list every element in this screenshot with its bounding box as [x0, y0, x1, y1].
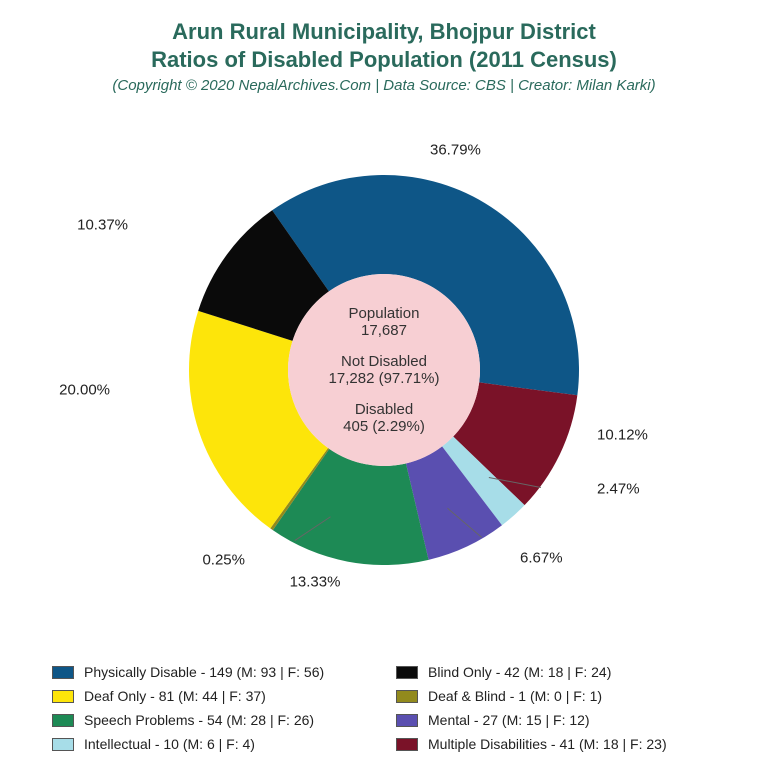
- donut-hole: Population 17,687 Not Disabled 17,282 (9…: [288, 274, 480, 466]
- slice-percent-label: 20.00%: [59, 382, 110, 399]
- legend-swatch: [396, 666, 418, 679]
- legend: Physically Disable - 149 (M: 93 | F: 56)…: [52, 664, 716, 752]
- legend-label: Multiple Disabilities - 41 (M: 18 | F: 2…: [428, 736, 667, 752]
- center-not-disabled-value: 17,282 (97.71%): [329, 370, 440, 387]
- legend-label: Blind Only - 42 (M: 18 | F: 24): [428, 664, 611, 680]
- donut-chart: Population 17,687 Not Disabled 17,282 (9…: [0, 100, 768, 620]
- slice-percent-label: 36.79%: [430, 142, 481, 159]
- legend-item: Mental - 27 (M: 15 | F: 12): [396, 712, 716, 728]
- legend-item: Intellectual - 10 (M: 6 | F: 4): [52, 736, 372, 752]
- legend-swatch: [396, 738, 418, 751]
- title-line2: Ratios of Disabled Population (2011 Cens…: [0, 46, 768, 74]
- center-population-label: Population: [349, 305, 420, 322]
- legend-label: Physically Disable - 149 (M: 93 | F: 56): [84, 664, 324, 680]
- legend-swatch: [52, 714, 74, 727]
- legend-item: Deaf & Blind - 1 (M: 0 | F: 1): [396, 688, 716, 704]
- title-line1: Arun Rural Municipality, Bhojpur Distric…: [0, 18, 768, 46]
- center-disabled: Disabled 405 (2.29%): [343, 401, 425, 435]
- center-population: Population 17,687: [349, 305, 420, 339]
- legend-item: Physically Disable - 149 (M: 93 | F: 56): [52, 664, 372, 680]
- center-disabled-value: 405 (2.29%): [343, 418, 425, 435]
- legend-label: Deaf & Blind - 1 (M: 0 | F: 1): [428, 688, 602, 704]
- legend-swatch: [396, 690, 418, 703]
- center-population-value: 17,687: [349, 322, 420, 339]
- legend-swatch: [52, 690, 74, 703]
- legend-swatch: [52, 738, 74, 751]
- slice-percent-label: 6.67%: [520, 550, 563, 567]
- slice-percent-label: 0.25%: [202, 552, 245, 569]
- legend-item: Multiple Disabilities - 41 (M: 18 | F: 2…: [396, 736, 716, 752]
- center-not-disabled-label: Not Disabled: [329, 353, 440, 370]
- legend-swatch: [396, 714, 418, 727]
- legend-item: Blind Only - 42 (M: 18 | F: 24): [396, 664, 716, 680]
- title-block: Arun Rural Municipality, Bhojpur Distric…: [0, 0, 768, 94]
- legend-label: Deaf Only - 81 (M: 44 | F: 37): [84, 688, 266, 704]
- slice-percent-label: 13.33%: [290, 574, 341, 591]
- slice-percent-label: 10.12%: [597, 427, 648, 444]
- legend-label: Intellectual - 10 (M: 6 | F: 4): [84, 736, 255, 752]
- subtitle: (Copyright © 2020 NepalArchives.Com | Da…: [0, 77, 768, 94]
- legend-label: Mental - 27 (M: 15 | F: 12): [428, 712, 590, 728]
- legend-item: Deaf Only - 81 (M: 44 | F: 37): [52, 688, 372, 704]
- slice-percent-label: 2.47%: [597, 481, 640, 498]
- center-disabled-label: Disabled: [343, 401, 425, 418]
- center-not-disabled: Not Disabled 17,282 (97.71%): [329, 353, 440, 387]
- legend-swatch: [52, 666, 74, 679]
- slice-percent-label: 10.37%: [77, 217, 128, 234]
- legend-item: Speech Problems - 54 (M: 28 | F: 26): [52, 712, 372, 728]
- legend-label: Speech Problems - 54 (M: 28 | F: 26): [84, 712, 314, 728]
